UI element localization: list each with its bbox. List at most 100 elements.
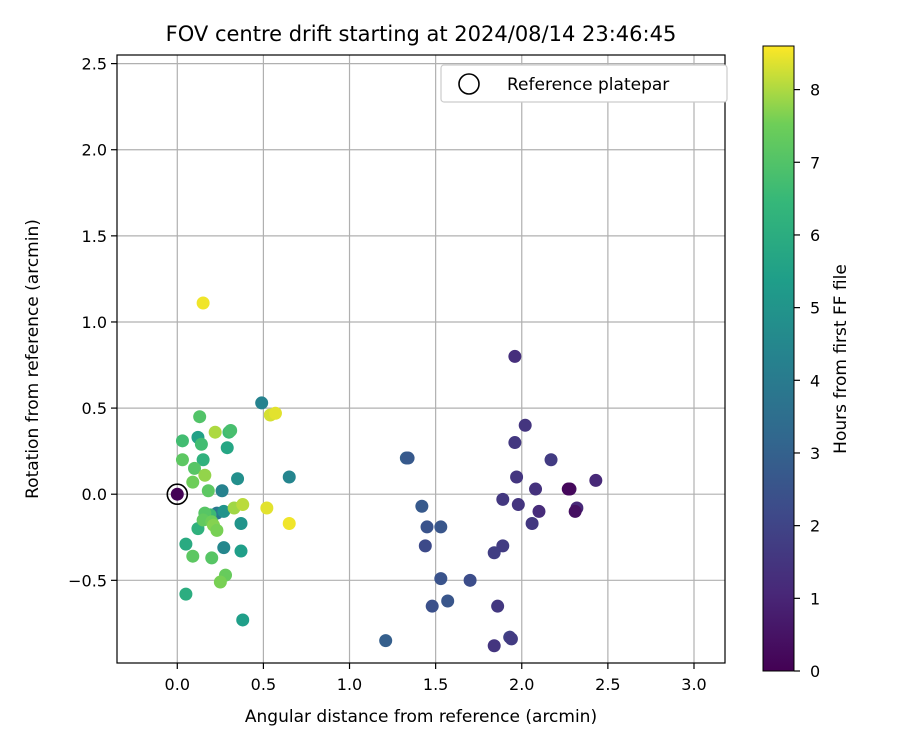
data-point bbox=[415, 499, 429, 513]
data-point bbox=[205, 551, 219, 565]
chart-title: FOV centre drift starting at 2024/08/14 … bbox=[166, 22, 677, 46]
grid-lines bbox=[117, 55, 725, 663]
x-tick-label: 3.0 bbox=[681, 675, 706, 694]
data-point bbox=[510, 470, 524, 484]
x-axis-ticks: 0.0 0.5 1.0 1.5 2.0 2.5 3.0 bbox=[165, 663, 707, 694]
colorbar-tick-label: 6 bbox=[810, 226, 820, 245]
legend: Reference platepar bbox=[440, 64, 728, 103]
y-axis-ticks: −0.5 0.0 0.5 1.0 1.5 2.0 2.5 bbox=[68, 55, 117, 590]
data-point bbox=[198, 468, 212, 482]
data-point bbox=[194, 437, 208, 451]
data-point bbox=[508, 436, 522, 450]
data-point bbox=[441, 594, 455, 608]
legend-marker-icon bbox=[458, 73, 480, 95]
data-point bbox=[379, 634, 393, 648]
data-point bbox=[561, 482, 575, 496]
data-point bbox=[213, 575, 227, 589]
data-point bbox=[518, 418, 532, 432]
legend-box bbox=[440, 64, 728, 103]
data-point bbox=[175, 453, 189, 467]
data-point bbox=[196, 453, 210, 467]
data-point bbox=[420, 520, 434, 534]
data-point bbox=[463, 573, 477, 587]
plot-frame bbox=[116, 54, 726, 664]
y-tick-label: 0.5 bbox=[82, 399, 107, 418]
data-point bbox=[234, 544, 248, 558]
data-point bbox=[255, 396, 269, 410]
data-point bbox=[234, 516, 248, 530]
data-point bbox=[210, 523, 224, 537]
colorbar: 0 1 2 3 4 5 6 7 8 Hours from first FF file bbox=[762, 45, 851, 681]
colorbar-tick-label: 8 bbox=[810, 81, 820, 100]
y-tick-label: −0.5 bbox=[68, 571, 107, 590]
colorbar-label: Hours from first FF file bbox=[831, 264, 851, 454]
data-point bbox=[504, 632, 518, 646]
y-tick-label: 2.0 bbox=[82, 141, 107, 160]
reference-platepar-marker bbox=[166, 483, 189, 506]
y-axis-label: Rotation from reference (arcmin) bbox=[23, 219, 43, 499]
data-point bbox=[487, 546, 501, 560]
data-point bbox=[231, 472, 245, 486]
colorbar-tick-label: 0 bbox=[810, 662, 820, 681]
x-tick-label: 2.5 bbox=[595, 675, 620, 694]
data-point bbox=[589, 473, 603, 487]
data-point bbox=[196, 296, 210, 310]
x-tick-label: 2.0 bbox=[509, 675, 534, 694]
y-tick-label: 0.0 bbox=[82, 485, 107, 504]
colorbar-tick-label: 5 bbox=[810, 299, 820, 318]
data-point bbox=[201, 484, 215, 498]
data-point bbox=[434, 520, 448, 534]
data-point bbox=[425, 599, 439, 613]
data-point bbox=[529, 482, 543, 496]
x-tick-label: 1.0 bbox=[337, 675, 362, 694]
data-point bbox=[487, 639, 501, 653]
data-point bbox=[568, 504, 582, 518]
colorbar-tick-label: 3 bbox=[810, 444, 820, 463]
x-tick-label: 1.5 bbox=[423, 675, 448, 694]
data-point bbox=[496, 492, 510, 506]
data-point bbox=[532, 504, 546, 518]
colorbar-tick-label: 4 bbox=[810, 371, 820, 390]
data-points bbox=[170, 296, 603, 653]
y-tick-label: 2.5 bbox=[82, 55, 107, 74]
colorbar-tick-label: 7 bbox=[810, 153, 820, 172]
data-point bbox=[217, 541, 231, 555]
data-point bbox=[175, 434, 189, 448]
data-point bbox=[544, 453, 558, 467]
data-point bbox=[511, 498, 525, 512]
data-point bbox=[170, 487, 184, 501]
data-point bbox=[236, 498, 250, 512]
data-point bbox=[220, 441, 234, 455]
colorbar-ticks: 0 1 2 3 4 5 6 7 8 bbox=[794, 81, 820, 681]
x-axis-label: Angular distance from reference (arcmin) bbox=[245, 707, 597, 727]
data-point bbox=[186, 549, 200, 563]
data-point bbox=[224, 423, 238, 437]
colorbar-tick-label: 2 bbox=[810, 517, 820, 536]
data-point bbox=[188, 461, 202, 475]
data-point bbox=[434, 572, 448, 586]
legend-label: Reference platepar bbox=[507, 75, 669, 95]
data-point bbox=[186, 475, 200, 489]
colorbar-gradient bbox=[762, 45, 795, 672]
data-point bbox=[208, 425, 222, 439]
data-point bbox=[508, 349, 522, 363]
data-point bbox=[179, 587, 193, 601]
colorbar-tick-label: 1 bbox=[810, 589, 820, 608]
data-point bbox=[217, 504, 231, 518]
y-tick-label: 1.5 bbox=[82, 227, 107, 246]
data-point bbox=[236, 613, 250, 627]
x-tick-label: 0.0 bbox=[165, 675, 190, 694]
data-point bbox=[179, 537, 193, 551]
data-point bbox=[260, 501, 274, 515]
data-point bbox=[401, 451, 415, 465]
data-point bbox=[193, 410, 207, 424]
data-point bbox=[525, 516, 539, 530]
y-tick-label: 1.0 bbox=[82, 313, 107, 332]
data-point bbox=[418, 539, 432, 553]
data-point bbox=[215, 484, 229, 498]
x-tick-label: 0.5 bbox=[251, 675, 276, 694]
data-point bbox=[282, 470, 296, 484]
data-point bbox=[491, 599, 505, 613]
data-point bbox=[282, 516, 296, 530]
